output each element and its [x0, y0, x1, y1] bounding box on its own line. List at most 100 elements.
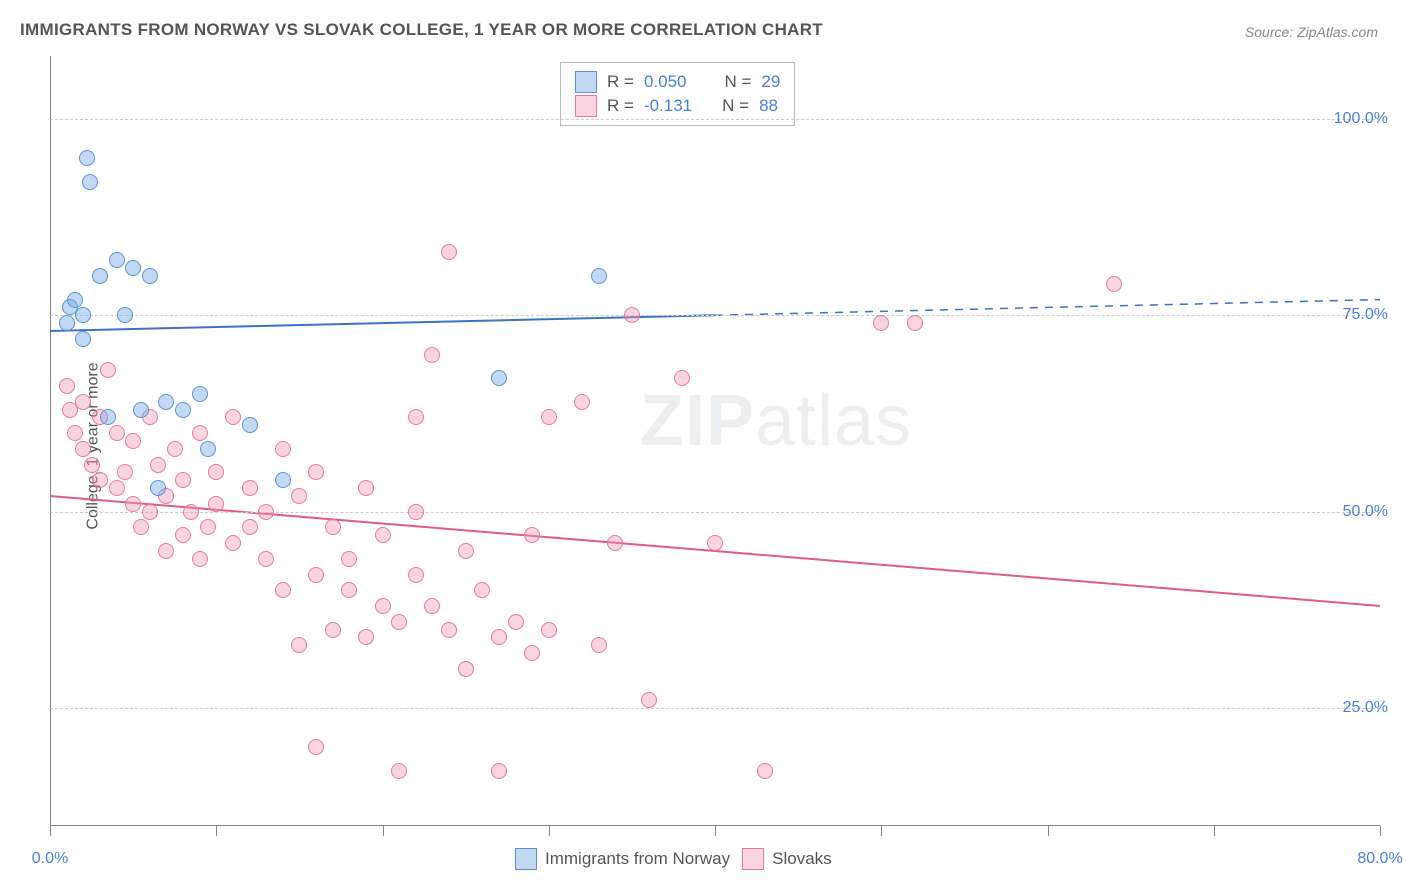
scatter-point [225, 409, 241, 425]
scatter-point [167, 441, 183, 457]
legend-item-norway: Immigrants from Norway [515, 848, 730, 870]
scatter-point [641, 692, 657, 708]
scatter-point [242, 519, 258, 535]
scatter-point [109, 252, 125, 268]
x-tick [1380, 826, 1381, 836]
gridline-h [50, 708, 1380, 709]
gridline-h [50, 512, 1380, 513]
scatter-point [175, 472, 191, 488]
x-tick [50, 826, 51, 836]
scatter-point [524, 645, 540, 661]
x-tick [1214, 826, 1215, 836]
scatter-point [591, 268, 607, 284]
scatter-point [92, 268, 108, 284]
scatter-point [142, 268, 158, 284]
scatter-point [142, 504, 158, 520]
scatter-point [591, 637, 607, 653]
scatter-point [258, 551, 274, 567]
scatter-point [441, 244, 457, 260]
scatter-point [308, 567, 324, 583]
scatter-point [225, 535, 241, 551]
scatter-point [408, 567, 424, 583]
scatter-point [258, 504, 274, 520]
scatter-point [59, 315, 75, 331]
n-label: N = [722, 96, 749, 116]
scatter-point [109, 480, 125, 496]
scatter-point [674, 370, 690, 386]
scatter-point [541, 409, 557, 425]
scatter-point [341, 551, 357, 567]
scatter-point [125, 433, 141, 449]
scatter-point [358, 629, 374, 645]
scatter-point [375, 598, 391, 614]
x-tick [715, 826, 716, 836]
scatter-point [183, 504, 199, 520]
swatch-norway [575, 71, 597, 93]
legend-bottom: Immigrants from Norway Slovaks [515, 848, 832, 870]
scatter-point [308, 739, 324, 755]
gridline-h [50, 119, 1380, 120]
scatter-point [192, 551, 208, 567]
x-tick [549, 826, 550, 836]
legend-item-slovaks: Slovaks [742, 848, 832, 870]
n-value-norway: 29 [761, 72, 780, 92]
x-axis-label: 80.0% [1357, 850, 1402, 868]
scatter-point [150, 480, 166, 496]
scatter-point [541, 622, 557, 638]
scatter-point [242, 480, 258, 496]
swatch-norway-icon [515, 848, 537, 870]
scatter-point [757, 763, 773, 779]
scatter-point [82, 174, 98, 190]
plot-area [50, 56, 1380, 826]
scatter-point [117, 464, 133, 480]
legend-label-slovaks: Slovaks [772, 849, 832, 869]
scatter-point [907, 315, 923, 331]
scatter-point [242, 417, 258, 433]
scatter-point [441, 622, 457, 638]
scatter-point [291, 637, 307, 653]
n-value-slovaks: 88 [759, 96, 778, 116]
scatter-point [117, 307, 133, 323]
scatter-point [424, 598, 440, 614]
scatter-point [175, 402, 191, 418]
x-tick [881, 826, 882, 836]
x-tick [216, 826, 217, 836]
scatter-point [158, 394, 174, 410]
scatter-point [291, 488, 307, 504]
scatter-point [92, 472, 108, 488]
scatter-point [458, 661, 474, 677]
swatch-slovaks-icon [742, 848, 764, 870]
scatter-point [79, 150, 95, 166]
scatter-point [707, 535, 723, 551]
scatter-point [200, 519, 216, 535]
x-tick [1048, 826, 1049, 836]
legend-correlation-box: R = 0.050 N = 29 R = -0.131 N = 88 [560, 62, 795, 126]
scatter-point [358, 480, 374, 496]
r-label: R = [607, 72, 634, 92]
scatter-point [408, 504, 424, 520]
scatter-point [624, 307, 640, 323]
scatter-point [175, 527, 191, 543]
scatter-point [508, 614, 524, 630]
scatter-point [275, 441, 291, 457]
scatter-point [391, 763, 407, 779]
scatter-point [192, 386, 208, 402]
scatter-point [158, 543, 174, 559]
scatter-point [200, 441, 216, 457]
y-tick-label: 75.0% [1343, 306, 1388, 324]
scatter-point [84, 457, 100, 473]
scatter-point [424, 347, 440, 363]
r-label: R = [607, 96, 634, 116]
y-tick-label: 25.0% [1343, 699, 1388, 717]
scatter-point [59, 378, 75, 394]
scatter-point [325, 519, 341, 535]
scatter-point [133, 402, 149, 418]
x-axis-label: 0.0% [32, 850, 68, 868]
legend-label-norway: Immigrants from Norway [545, 849, 730, 869]
y-tick-label: 50.0% [1343, 503, 1388, 521]
swatch-slovaks [575, 95, 597, 117]
x-tick [383, 826, 384, 836]
scatter-point [408, 409, 424, 425]
scatter-point [491, 629, 507, 645]
scatter-point [325, 622, 341, 638]
